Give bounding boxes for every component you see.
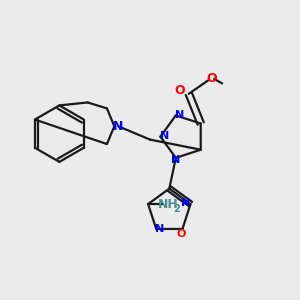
Text: N: N xyxy=(181,198,190,208)
Text: O: O xyxy=(176,229,186,239)
Text: O: O xyxy=(206,71,217,85)
Text: O: O xyxy=(175,84,185,97)
Text: N: N xyxy=(175,110,184,119)
Text: 2: 2 xyxy=(174,204,180,214)
Text: N: N xyxy=(112,120,123,133)
Text: N: N xyxy=(154,224,164,234)
Text: NH: NH xyxy=(158,197,179,211)
Text: N: N xyxy=(171,155,180,165)
Text: N: N xyxy=(160,131,169,141)
